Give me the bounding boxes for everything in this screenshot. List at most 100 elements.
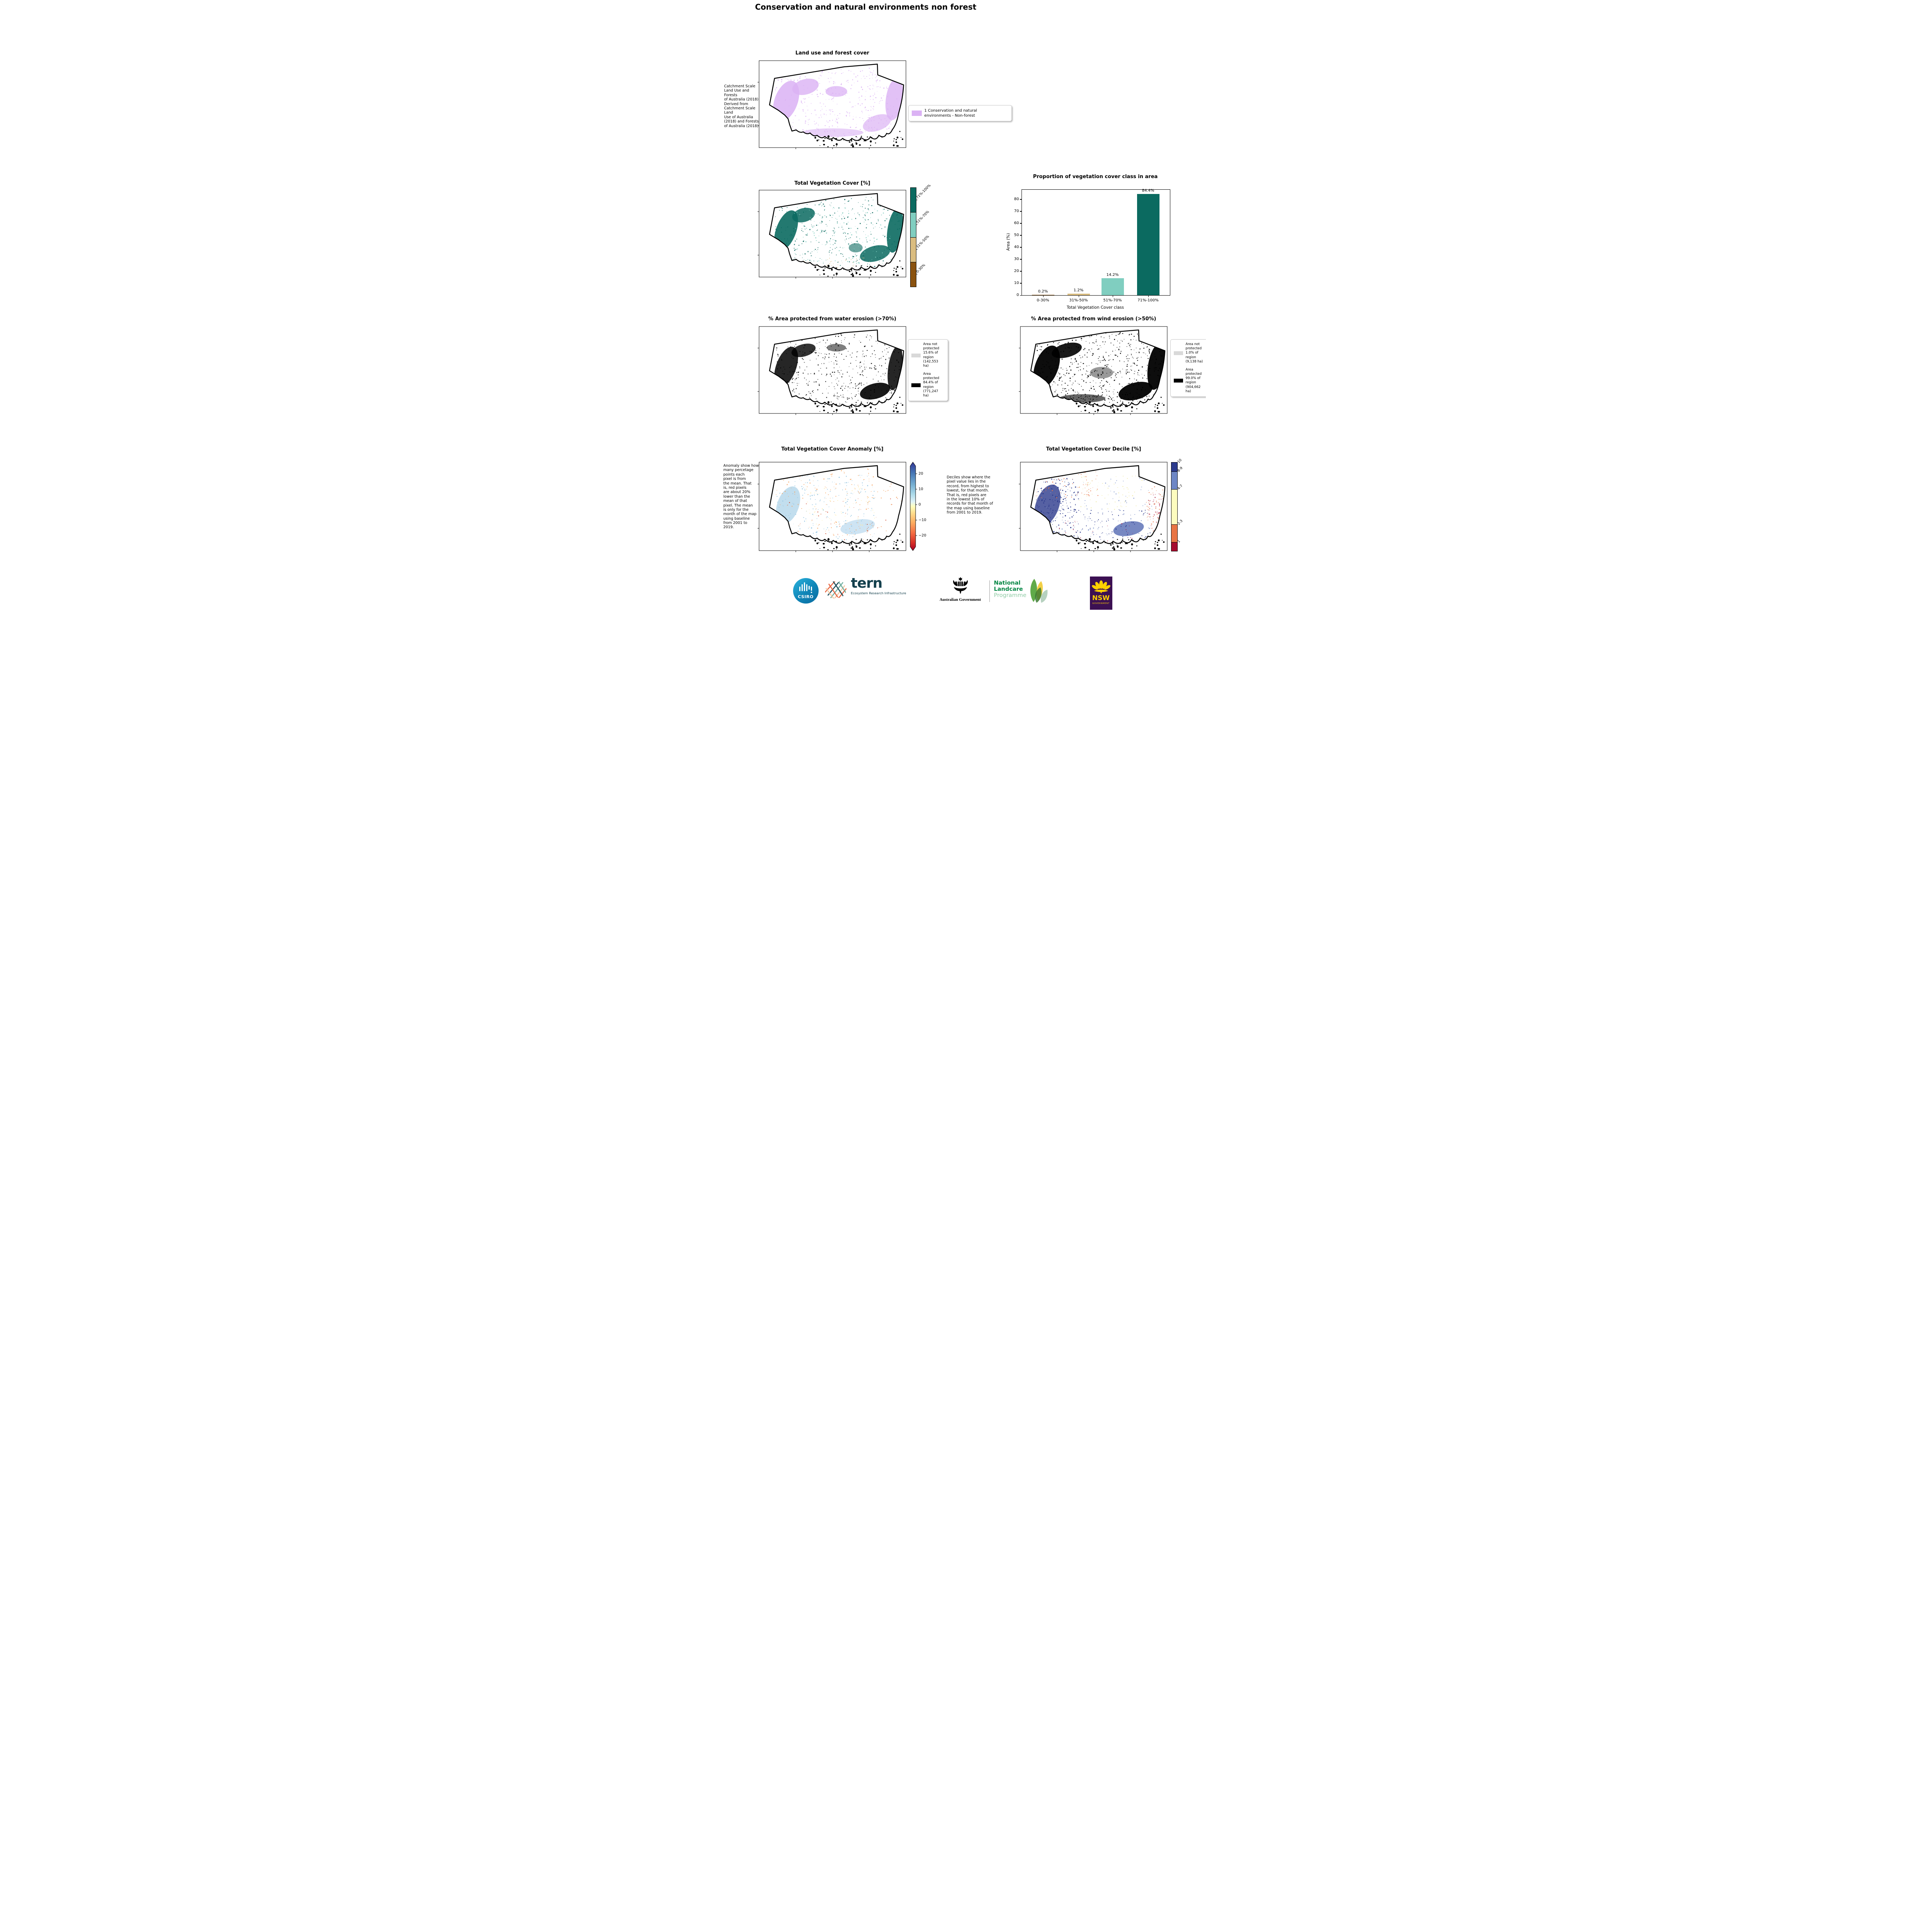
page-title: Conservation and natural environments no… [755, 2, 977, 12]
x-tick-label: 0-30% [1037, 298, 1049, 303]
nsw-government-logo: NSW GOVERNMENT [1090, 577, 1112, 610]
decile-cbar-label: 2-3 [1176, 519, 1183, 526]
not-protected-swatch [911, 353, 921, 357]
footer-divider [989, 580, 990, 602]
wind-erosion-legend: Area not protected 1.0% of region (9,138… [1170, 339, 1206, 397]
anomaly-title: Total Vegetation Cover Anomaly [%] [781, 446, 884, 452]
decile-colorbar [1171, 462, 1178, 551]
anomaly-colorbar: 20 10 0 −10 −20 [910, 462, 937, 551]
protected-swatch [1173, 379, 1183, 383]
veg-class-31-50 [910, 237, 916, 262]
anomaly-tick: −10 [918, 518, 926, 522]
y-tick-label: 0 [1016, 293, 1019, 297]
veg-class-71-100 [910, 188, 916, 213]
proportion-bar-chart: 0 10 20 30 40 50 60 70 80 0.2% 0-30% 1.2… [1014, 189, 1170, 303]
veg-cbar-label: 0-30% [915, 263, 926, 274]
y-tick-label: 70 [1014, 209, 1019, 213]
water-erosion-legend: Area not protected 15.6% of region (142,… [907, 339, 948, 401]
x-tick-label: 71%-100% [1137, 298, 1159, 303]
veg-cbar-tick [916, 224, 918, 225]
tern-tagline: Ecosystem Research Infrastructure [851, 591, 906, 595]
wind-protected-label: Area protected 99.0% of region (904,662 … [1185, 367, 1202, 393]
tern-australia-icon [825, 581, 846, 599]
y-tick-label: 80 [1014, 197, 1019, 201]
australian-government-crest [951, 577, 970, 598]
chart-ylabel: Area (%) [1006, 233, 1011, 251]
veg-class-0-30 [910, 262, 916, 287]
proportion-chart-title: Proportion of vegetation cover class in … [1033, 174, 1158, 180]
bar-value-label: 84.4% [1142, 189, 1154, 193]
not-protected-swatch [1173, 351, 1183, 355]
decile-map [1018, 462, 1167, 553]
wind-erosion-title: % Area protected from wind erosion (>50%… [1031, 316, 1156, 322]
chart-xlabel: Total Vegetation Cover class [1067, 305, 1124, 310]
y-tick-label: 40 [1014, 245, 1019, 249]
y-tick-label: 10 [1014, 281, 1019, 285]
x-tick [1043, 295, 1044, 297]
water-erosion-title: % Area protected from water erosion (>70… [768, 316, 897, 322]
anomaly-tick: 20 [918, 471, 923, 476]
land-use-map [757, 60, 906, 149]
veg-class-51-70 [910, 212, 916, 237]
decile-class-4-7 [1171, 489, 1177, 524]
y-tick-label: 20 [1014, 269, 1019, 273]
veg-cbar-tick [916, 249, 918, 250]
land-use-legend-swatch [911, 111, 922, 116]
y-tick [1020, 295, 1022, 296]
bar-value-label: 14.2% [1106, 272, 1119, 277]
tern-logo [822, 579, 848, 606]
decile-cbar-label: 8-9 [1176, 466, 1183, 473]
water-protected-label: Area protected 84.4% of region (771,247 … [923, 372, 940, 398]
x-tick-label: 31%-50% [1069, 298, 1088, 303]
land-use-legend-label: 1 Conservation and natural environments … [924, 109, 977, 118]
decile-class-1 [1171, 542, 1177, 551]
anomaly-tick: 0 [918, 502, 921, 507]
anomaly-map [757, 462, 906, 553]
y-tick-label: 50 [1014, 233, 1019, 237]
australian-government-label: Australian Government [939, 598, 981, 602]
veg-cover-map [757, 190, 906, 279]
anomaly-side-note: Anomaly show how many percetage points e… [723, 464, 759, 530]
x-tick [1148, 295, 1149, 297]
land-use-side-note: Catchment Scale Land Use and Forests of … [724, 84, 759, 128]
decile-cbar-label: 4-7 [1176, 484, 1183, 491]
coat-of-arms-icon [953, 577, 968, 594]
water-not-protected-label: Area not protected 15.6% of region (142,… [923, 342, 940, 368]
anomaly-tick: −20 [918, 533, 926, 538]
tern-wordmark: tern Ecosystem Research Infrastructure [851, 575, 906, 595]
veg-cbar-label: 51%-70% [915, 210, 930, 224]
y-tick-label: 30 [1014, 257, 1019, 261]
csiro-wave-icon [799, 582, 812, 593]
y-tick-label: 60 [1014, 221, 1019, 225]
bar-51%-70% [1101, 278, 1124, 295]
anomaly-tick: 10 [918, 487, 923, 492]
decile-cbar-label: 1 [1176, 539, 1181, 544]
land-use-title: Land use and forest cover [795, 50, 869, 56]
report-page: Conservation and natural environments no… [723, 0, 1206, 611]
decile-note: Deciles show where the pixel value lies … [947, 475, 993, 515]
wind-not-protected-label: Area not protected 1.0% of region (9,138… [1185, 342, 1203, 364]
veg-cbar-label: 31%-50% [915, 235, 930, 249]
land-use-legend: 1 Conservation and natural environments … [908, 105, 1012, 121]
veg-cover-title: Total Vegetation Cover [%] [794, 180, 870, 186]
waratah-icon [1091, 580, 1110, 593]
bar-value-label: 0.2% [1038, 289, 1048, 294]
wind-erosion-map [1018, 326, 1167, 415]
landcare-leaves-icon [1028, 577, 1050, 606]
veg-cbar-label: 71%-100% [915, 184, 932, 200]
decile-cbar-label: 10 [1176, 458, 1183, 464]
protected-swatch [911, 383, 921, 387]
csiro-wordmark: CSIRO [798, 594, 814, 599]
national-landcare-wordmark: National Landcare Programme [994, 580, 1027, 599]
decile-class-10 [1171, 463, 1177, 471]
x-tick-label: 51%-70% [1103, 298, 1122, 303]
decile-class-8-9 [1171, 471, 1177, 489]
veg-cover-colorbar [910, 187, 916, 287]
decile-title: Total Vegetation Cover Decile [%] [1046, 446, 1141, 452]
bar-71%-100% [1137, 194, 1159, 295]
csiro-logo: CSIRO [793, 578, 819, 604]
water-erosion-map [757, 326, 906, 415]
bar-31%-50% [1067, 294, 1090, 295]
bar-value-label: 1.2% [1073, 288, 1084, 293]
decile-class-2-3 [1171, 524, 1177, 542]
